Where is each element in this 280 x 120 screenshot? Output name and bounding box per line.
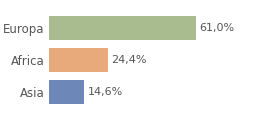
Text: 61,0%: 61,0% <box>199 23 234 33</box>
Text: 24,4%: 24,4% <box>111 55 147 65</box>
Bar <box>49 48 108 72</box>
Text: 14,6%: 14,6% <box>88 87 123 97</box>
Bar <box>49 16 196 40</box>
Bar <box>49 80 84 104</box>
